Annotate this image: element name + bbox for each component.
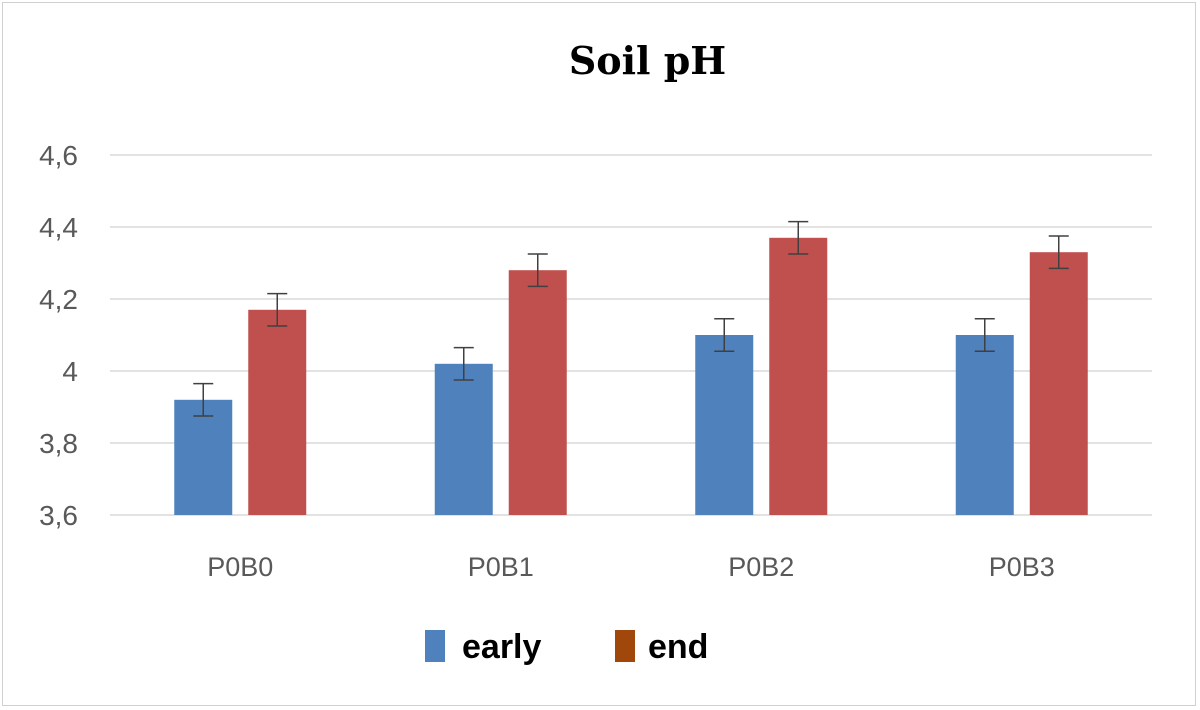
- y-tick-label: 4,4: [39, 212, 78, 243]
- legend-label-end: end: [648, 628, 708, 666]
- bar-early: [955, 335, 1014, 515]
- y-tick-label: 3,6: [39, 500, 78, 531]
- x-tick-label: P0B1: [468, 552, 534, 582]
- legend-swatch-early: [425, 630, 445, 662]
- legend-label-early: early: [462, 628, 541, 666]
- x-tick-labels: P0B0 P0B1 P0B2 P0B3: [207, 552, 1055, 582]
- legend-swatch-end: [615, 630, 635, 662]
- bar-end: [769, 237, 828, 516]
- legend: early end: [425, 628, 708, 666]
- chart-title: Soil pH: [568, 38, 727, 83]
- y-tick-label: 4,6: [39, 140, 78, 171]
- bars: [174, 237, 1088, 516]
- bar-end: [508, 270, 567, 515]
- bar-early: [695, 335, 754, 515]
- bar-end: [248, 309, 307, 515]
- y-tick-label: 4,2: [39, 284, 78, 315]
- error-bars: [193, 220, 1069, 417]
- x-tick-label: P0B3: [989, 552, 1055, 582]
- y-tick-label: 3,8: [39, 428, 78, 459]
- bar-end: [1029, 252, 1088, 515]
- bar-early: [434, 363, 493, 515]
- y-tick-labels: 3,6 3,8 4 4,2 4,4 4,6: [39, 140, 78, 531]
- x-tick-label: P0B2: [728, 552, 794, 582]
- y-tick-label: 4: [62, 356, 78, 387]
- bar-early: [174, 399, 233, 515]
- x-tick-label: P0B0: [207, 552, 273, 582]
